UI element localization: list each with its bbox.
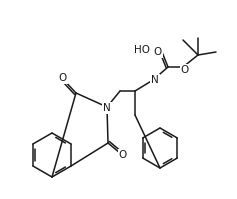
Text: HO: HO (134, 45, 150, 55)
Text: O: O (181, 65, 189, 75)
Text: O: O (119, 150, 127, 160)
Text: O: O (59, 73, 67, 83)
Text: N: N (103, 103, 111, 113)
Text: O: O (154, 47, 162, 57)
Text: N: N (151, 75, 159, 85)
